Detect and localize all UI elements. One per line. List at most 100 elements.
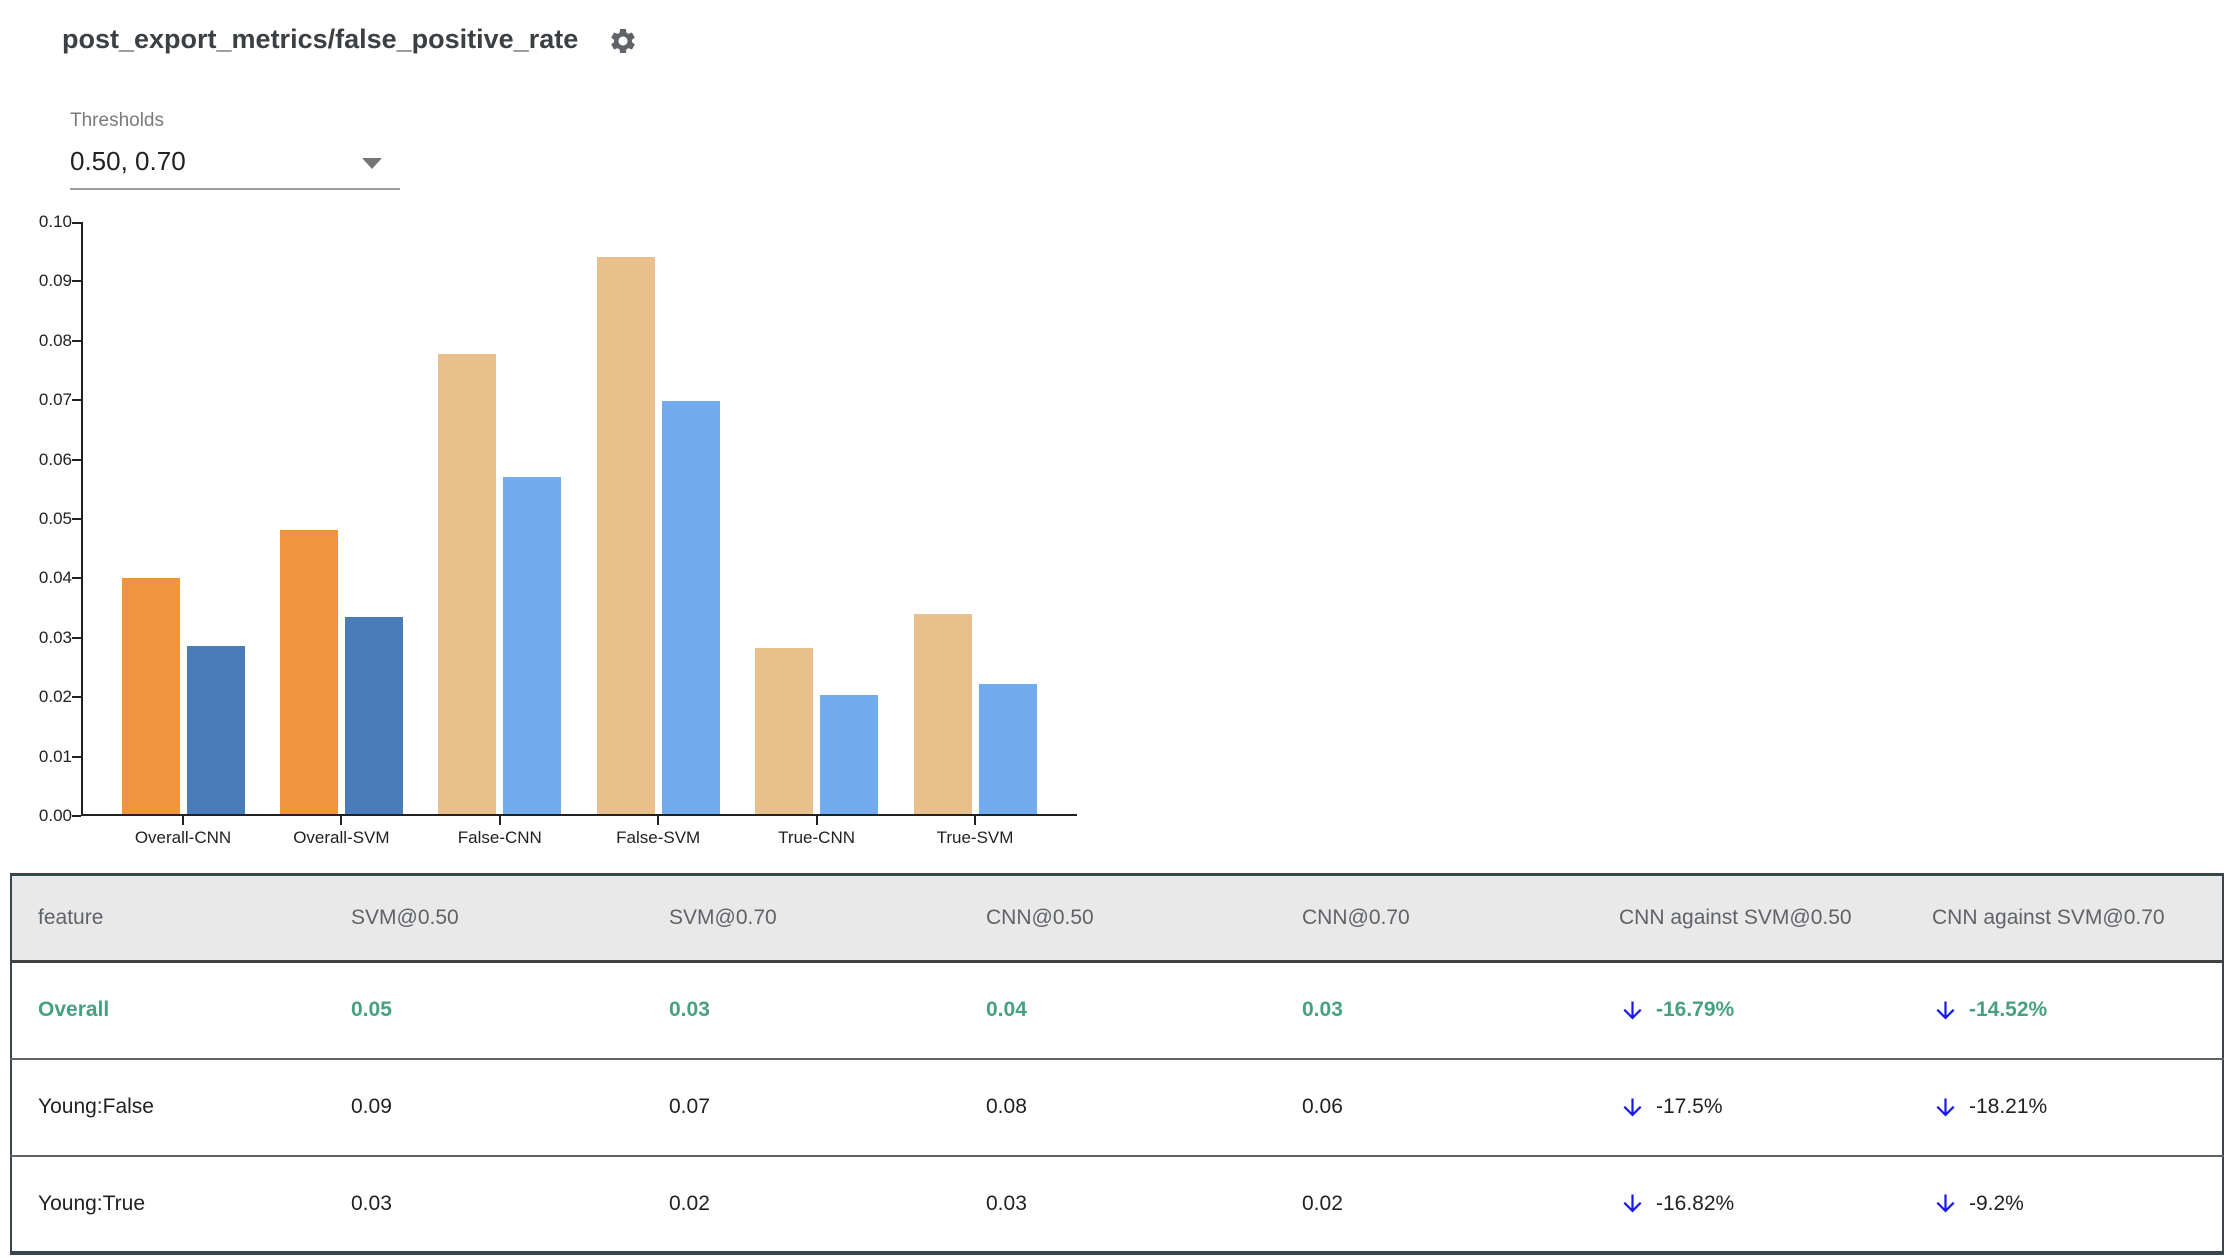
delta-cell: -17.5% (1593, 1059, 1906, 1156)
x-tick-mark (340, 816, 343, 825)
y-tick-mark (72, 222, 81, 224)
y-tick-label: 0.07 (38, 390, 72, 410)
thresholds-dropdown[interactable]: 0.50, 0.70 (70, 138, 400, 190)
x-tick-mark (498, 816, 501, 825)
x-category-label: Overall-CNN (134, 828, 232, 847)
delta-cell: -16.82% (1593, 1156, 1906, 1253)
y-tick-mark (72, 577, 81, 580)
bar-overall-svm-at-0.50[interactable] (279, 530, 338, 814)
value-cell: 0.04 (986, 998, 1027, 1022)
delta-value: -16.79% (1656, 998, 1735, 1022)
bar-false-cnn-at-0.50[interactable] (438, 353, 497, 814)
thresholds-label: Thresholds (70, 110, 164, 131)
down-arrow-icon (1936, 1194, 1955, 1213)
bar-chart: 0.00 0.01 0.02 0.03 0.04 0.05 0.06 0.07 0.08 0.09… (0, 212, 1100, 862)
delta-value: -16.82% (1656, 1191, 1735, 1215)
delta-cell: -18.21% (1906, 1059, 2223, 1156)
down-arrow-icon (1623, 1098, 1642, 1116)
y-tick-label: 0.09 (38, 271, 72, 291)
value-cell: 0.06 (1302, 1095, 1343, 1118)
value-cell: 0.03 (351, 1191, 392, 1215)
y-tick-mark (72, 755, 81, 758)
delta-cell: -16.79% (1593, 962, 1906, 1059)
value-cell: 0.02 (1302, 1191, 1343, 1215)
table-row-overall: Overall 0.05 0.03 0.04 0.03 -16.79% -14.… (11, 962, 2223, 1059)
value-cell: 0.02 (669, 1191, 710, 1215)
y-tick-label: 0.10 (38, 212, 72, 231)
column-header-cnn-070: CNN@0.70 (1276, 874, 1593, 962)
value-cell: 0.03 (986, 1191, 1027, 1215)
bar-true-svm-at-0.70[interactable] (978, 683, 1037, 814)
bar-true-svm-at-0.50[interactable] (913, 613, 972, 814)
down-arrow-icon (1936, 1001, 1955, 1020)
bar-overall-svm-at-0.70[interactable] (344, 616, 403, 814)
bar-true-cnn-at-0.50[interactable] (755, 648, 814, 814)
y-tick-mark (72, 280, 81, 283)
thresholds-dropdown-value: 0.50, 0.70 (70, 146, 186, 176)
page-title: post_export_metrics/false_positive_rate (62, 24, 579, 54)
table-row-young-true: Young:True 0.03 0.02 0.03 0.02 -16.82% -… (11, 1155, 2223, 1253)
y-tick-mark (72, 458, 81, 461)
x-category-label: False-CNN (457, 828, 542, 847)
y-axis-labels: 0.00 0.01 0.02 0.03 0.04 0.05 0.06 0.07 0.08 0.09… (0, 212, 72, 825)
feature-cell: Young:False (38, 1095, 154, 1118)
y-tick-mark (72, 399, 81, 402)
y-tick-label: 0.00 (38, 806, 72, 825)
x-category-label: Overall-SVM (293, 828, 390, 847)
bar-false-svm-at-0.70[interactable] (661, 401, 720, 814)
column-header-feature: feature (11, 874, 325, 962)
delta-value: -9.2% (1969, 1191, 2024, 1215)
value-cell: 0.09 (351, 1095, 392, 1118)
column-header-cnn-050: CNN@0.50 (960, 874, 1276, 962)
chevron-down-icon (362, 158, 382, 169)
table-row-young-false: Young:False 0.09 0.07 0.08 0.06 -17.5% -… (11, 1058, 2223, 1156)
delta-cell: -9.2% (1906, 1156, 2223, 1253)
column-header-svm-050: SVM@0.50 (325, 874, 643, 962)
x-category-label: True-CNN (778, 828, 856, 847)
column-header-svm-070: SVM@0.70 (643, 874, 960, 962)
bar-overall-cnn-at-0.50[interactable] (121, 577, 180, 814)
value-cell: 0.05 (351, 998, 392, 1022)
metrics-table: feature SVM@0.50 SVM@0.70 CNN@0.50 CNN@0… (10, 873, 2224, 1255)
value-cell: 0.08 (986, 1095, 1027, 1118)
feature-cell: Young:True (38, 1191, 146, 1215)
table-header-row: feature SVM@0.50 SVM@0.70 CNN@0.50 CNN@0… (11, 874, 2223, 962)
down-arrow-icon (1623, 1194, 1642, 1213)
column-header-cnn-vs-svm-070: CNN against SVM@0.70 (1906, 874, 2223, 962)
down-arrow-icon (1623, 1001, 1642, 1020)
delta-value: -18.21% (1969, 1095, 2048, 1118)
value-cell: 0.03 (1302, 998, 1343, 1022)
y-tick-label: 0.06 (38, 449, 72, 469)
y-tick-mark (72, 518, 81, 520)
feature-cell: Overall (38, 998, 110, 1022)
x-category-label: True-SVM (936, 828, 1014, 847)
bar-overall-cnn-at-0.70[interactable] (186, 645, 245, 814)
y-tick-mark (72, 636, 81, 639)
y-tick-mark (72, 815, 81, 817)
y-tick-label: 0.08 (38, 330, 72, 350)
down-arrow-icon (1936, 1098, 1955, 1116)
delta-value: -14.52% (1969, 998, 2048, 1022)
x-tick-mark (815, 816, 818, 825)
value-cell: 0.07 (669, 1095, 710, 1118)
y-tick-mark (72, 696, 81, 699)
bar-true-cnn-at-0.70[interactable] (820, 695, 879, 814)
plot-area: Overall-CNN Overall-SVM False-CNN False-SVM… (72, 222, 1077, 847)
y-tick-mark (72, 339, 81, 342)
y-tick-label: 0.03 (38, 627, 72, 647)
bar-false-cnn-at-0.70[interactable] (503, 477, 562, 814)
delta-value: -17.5% (1656, 1095, 1723, 1118)
y-tick-label: 0.04 (38, 568, 72, 588)
x-tick-mark (182, 816, 184, 825)
value-cell: 0.03 (669, 998, 710, 1022)
y-tick-label: 0.02 (38, 687, 72, 707)
delta-cell: -14.52% (1906, 962, 2223, 1059)
y-tick-label: 0.01 (38, 746, 72, 766)
x-tick-mark (974, 816, 976, 825)
y-tick-label: 0.05 (38, 509, 72, 528)
bar-false-svm-at-0.50[interactable] (596, 256, 655, 814)
settings-gear-icon[interactable] (608, 26, 638, 56)
x-tick-mark (657, 816, 660, 825)
column-header-cnn-vs-svm-050: CNN against SVM@0.50 (1593, 874, 1906, 962)
x-category-label: False-SVM (616, 828, 701, 847)
